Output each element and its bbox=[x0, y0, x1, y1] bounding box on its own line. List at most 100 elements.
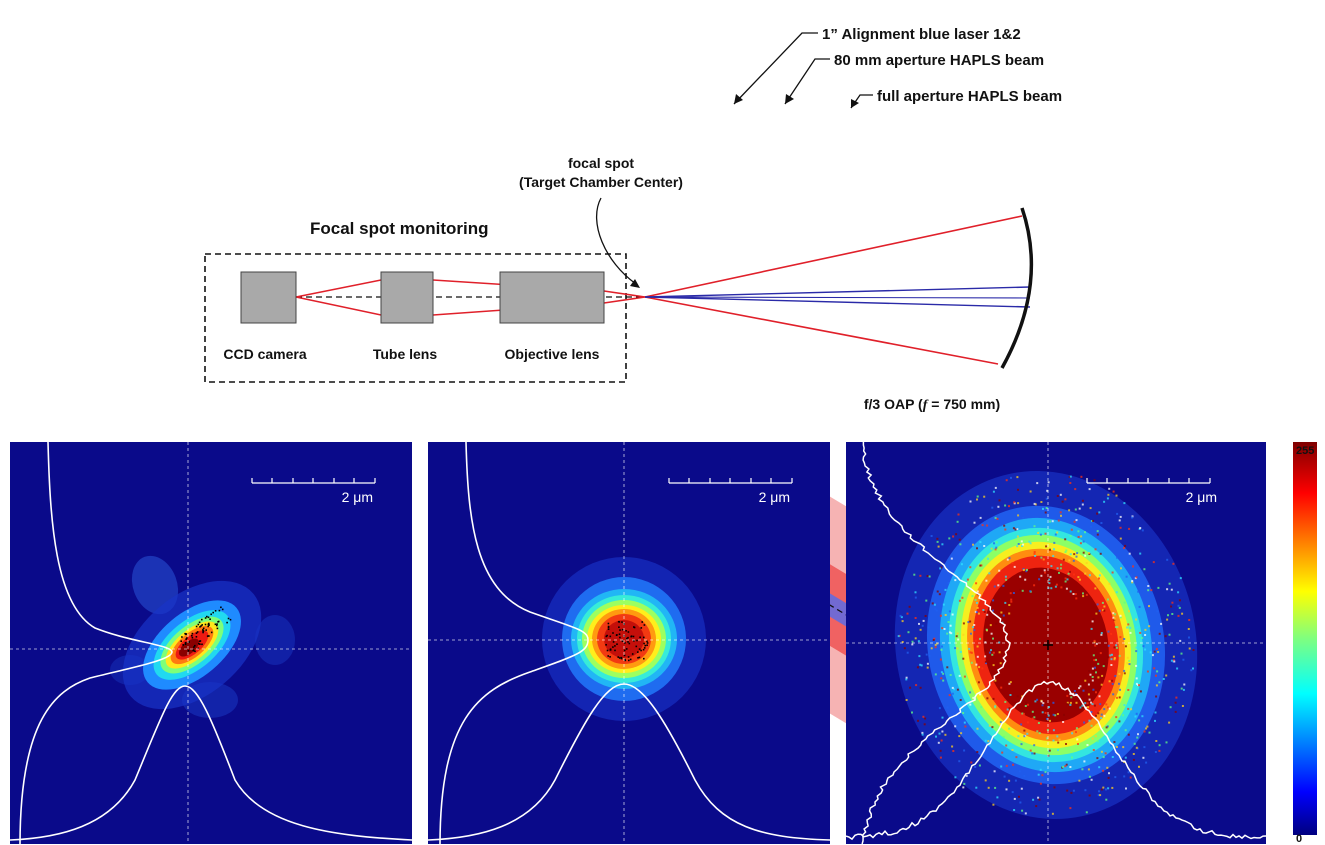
speckle bbox=[981, 524, 984, 527]
speckle bbox=[1111, 682, 1114, 685]
objective-lens-block bbox=[499, 271, 605, 324]
label-tube-lens: Tube lens bbox=[373, 346, 438, 362]
centroid-dot bbox=[624, 658, 626, 661]
speckle bbox=[932, 639, 935, 641]
speckle bbox=[976, 590, 979, 593]
speckle bbox=[1158, 632, 1161, 635]
centroid-dot bbox=[643, 657, 645, 660]
speckle bbox=[1155, 740, 1158, 742]
speckle bbox=[1076, 552, 1079, 555]
speckle bbox=[1047, 714, 1050, 717]
speckle bbox=[983, 495, 986, 498]
speckle bbox=[1105, 788, 1107, 791]
speckle bbox=[1096, 603, 1099, 606]
speckle bbox=[958, 735, 961, 738]
speckle bbox=[1057, 749, 1059, 752]
speckle bbox=[999, 662, 1002, 665]
speckle bbox=[1123, 669, 1126, 672]
speckle bbox=[993, 770, 996, 773]
speckle bbox=[1096, 740, 1099, 743]
speckle bbox=[1052, 739, 1055, 742]
speckle bbox=[1084, 789, 1087, 792]
speckle bbox=[1177, 614, 1180, 617]
speckle bbox=[963, 749, 966, 752]
speckle bbox=[940, 677, 943, 680]
speckle bbox=[991, 640, 994, 643]
speckle bbox=[915, 684, 918, 687]
speckle bbox=[1178, 606, 1181, 609]
label-alignment-laser: 1” Alignment blue laser 1&2 bbox=[822, 26, 1021, 43]
speckle bbox=[1147, 585, 1150, 587]
speckle bbox=[1145, 727, 1148, 730]
focal-spot-image-2: 2 μm bbox=[428, 442, 830, 844]
centroid-dot bbox=[206, 615, 208, 618]
speckle bbox=[930, 647, 933, 650]
speckle bbox=[1137, 733, 1139, 736]
speckle bbox=[1020, 743, 1023, 746]
centroid-dot bbox=[632, 635, 635, 638]
arrow-focal-spot bbox=[630, 279, 640, 288]
speckle bbox=[1048, 749, 1051, 752]
speckle bbox=[1123, 761, 1126, 763]
speckle bbox=[954, 725, 957, 728]
speckle bbox=[1063, 586, 1065, 589]
speckle bbox=[1118, 720, 1121, 723]
speckle bbox=[1180, 652, 1183, 655]
speckle bbox=[976, 547, 978, 550]
speckle bbox=[1144, 634, 1147, 636]
centroid-dot bbox=[200, 625, 202, 627]
speckle bbox=[1172, 660, 1175, 663]
colorbar: 255 0 bbox=[1293, 442, 1317, 845]
speckle bbox=[995, 622, 998, 625]
red-ray-bottom bbox=[644, 296, 999, 365]
speckle bbox=[1107, 493, 1110, 496]
centroid-dot bbox=[202, 627, 205, 630]
speckle bbox=[1152, 561, 1155, 564]
speckle bbox=[986, 524, 989, 527]
speckle bbox=[1004, 575, 1007, 578]
speckle bbox=[909, 686, 912, 689]
speckle bbox=[948, 694, 951, 697]
speckle bbox=[940, 739, 943, 742]
speckle bbox=[955, 533, 958, 536]
speckle bbox=[1038, 578, 1041, 581]
centroid-dot bbox=[629, 658, 632, 661]
speckle bbox=[979, 693, 981, 696]
speckle bbox=[998, 499, 1001, 502]
speckle bbox=[906, 651, 909, 654]
speckle bbox=[1037, 722, 1040, 724]
speckle bbox=[1041, 704, 1044, 707]
speckle bbox=[1171, 601, 1174, 604]
speckle bbox=[1048, 578, 1051, 581]
speckle bbox=[1086, 744, 1089, 746]
speckle bbox=[1090, 724, 1093, 727]
speckle bbox=[1002, 735, 1005, 738]
speckle bbox=[1069, 570, 1071, 573]
centroid-dot bbox=[207, 616, 210, 619]
speckle bbox=[1116, 556, 1119, 559]
speckle bbox=[1095, 612, 1098, 615]
speckle bbox=[976, 606, 979, 609]
speckle bbox=[1005, 578, 1008, 581]
blue-ray-2 bbox=[644, 296, 1031, 308]
speckle bbox=[992, 609, 994, 612]
speckle bbox=[917, 640, 920, 643]
speckle bbox=[1106, 766, 1109, 769]
speckle bbox=[1080, 535, 1083, 538]
centroid-dot bbox=[641, 621, 643, 623]
colorbar-min-label: 0 bbox=[1296, 833, 1302, 845]
speckle bbox=[1097, 712, 1100, 715]
speckle bbox=[954, 776, 957, 779]
speckle bbox=[1035, 805, 1038, 808]
vertical-profile-curve bbox=[861, 442, 1011, 844]
speckle bbox=[935, 609, 938, 612]
speckle bbox=[1141, 715, 1144, 718]
speckle bbox=[1050, 565, 1053, 568]
speckle bbox=[1055, 583, 1058, 586]
speckle bbox=[1113, 617, 1116, 620]
speckle bbox=[959, 543, 962, 546]
centroid-dot bbox=[202, 628, 204, 631]
speckle bbox=[1177, 604, 1180, 607]
speckle bbox=[1056, 713, 1059, 715]
speckle bbox=[1105, 703, 1108, 706]
